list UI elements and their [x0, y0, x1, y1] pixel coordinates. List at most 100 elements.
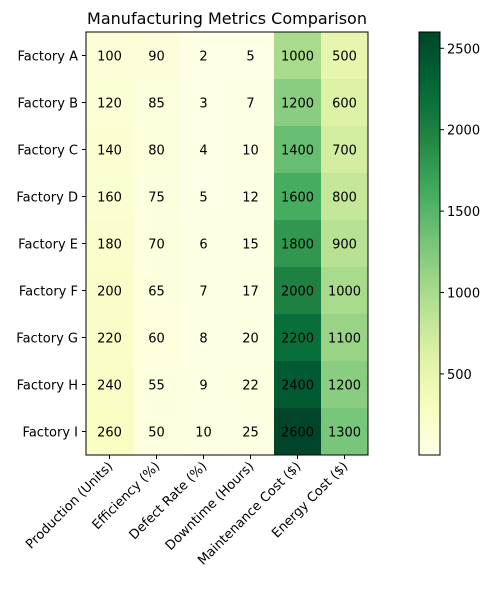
heatmap-cell: [227, 408, 275, 456]
heatmap-cell: [86, 408, 134, 456]
cell-value-label: 17: [242, 285, 259, 300]
heatmap-cell: [133, 173, 181, 221]
cell-value-label: 22: [242, 379, 259, 394]
heatmap-cell: [321, 220, 369, 268]
y-tick-label: Factory F: [19, 285, 78, 300]
colorbar-frame: [418, 31, 441, 456]
cell-value-label: 600: [332, 97, 357, 112]
heatmap-cell: [86, 361, 134, 409]
heatmap-cell: [180, 32, 228, 80]
heatmap-cell: [133, 220, 181, 268]
y-tick-label: Factory C: [17, 144, 78, 159]
cell-value-label: 1300: [328, 426, 361, 441]
cell-value-label: 4: [199, 144, 207, 159]
heatmap-cell: [86, 126, 134, 174]
heatmap-cell: [180, 267, 228, 315]
cell-value-label: 85: [148, 97, 165, 112]
heatmap-cell: [180, 314, 228, 362]
heatmap-cell: [180, 220, 228, 268]
heatmap-cell: [133, 408, 181, 456]
y-tick-label: Factory A: [17, 50, 78, 65]
colorbar-axis: 500 1000 1500 2000 2500: [440, 42, 480, 383]
heatmap-cell: [274, 361, 322, 409]
heatmap-cell: [86, 32, 134, 80]
heatmap-cell: [321, 267, 369, 315]
heatmap-cell: [274, 314, 322, 362]
x-axis: Production (Units)Efficiency (%)Defect R…: [23, 455, 351, 568]
heatmap-cell: [133, 126, 181, 174]
cell-value-label: 1200: [328, 379, 361, 394]
cell-value-label: 15: [242, 238, 259, 253]
cell-value-label: 3: [199, 97, 207, 112]
cell-value-label: 70: [148, 238, 165, 253]
cell-value-label: 9: [199, 379, 207, 394]
heatmap-cell: [86, 173, 134, 221]
colorbar-tick-label: 500: [447, 368, 472, 383]
heatmap-cell: [227, 79, 275, 127]
cell-value-label: 120: [97, 97, 122, 112]
heatmap-cell: [180, 408, 228, 456]
y-tick-label: Factory H: [17, 379, 78, 394]
x-tick-label: Downtime (Hours): [163, 459, 257, 553]
heatmap-cell: [321, 32, 369, 80]
heatmap-cell: [180, 361, 228, 409]
cell-value-label: 5: [246, 50, 254, 65]
heatmap-cell: [227, 220, 275, 268]
colorbar-tick-label: 2500: [447, 42, 480, 57]
cell-value-label: 900: [332, 238, 357, 253]
cell-value-label: 2000: [281, 285, 314, 300]
heatmap-cell: [274, 408, 322, 456]
y-axis: Factory A Factory B Factory C Factory D Fact…: [16, 50, 86, 441]
cell-value-label: 500: [332, 50, 357, 65]
heatmap-cell: [321, 173, 369, 221]
heatmap-cell: [274, 79, 322, 127]
cell-value-label: 2200: [281, 332, 314, 347]
heatmap-cell: [133, 361, 181, 409]
cell-value-label: 100: [97, 50, 122, 65]
heatmap-cell: [227, 361, 275, 409]
cell-value-label: 7: [199, 285, 207, 300]
heatmap-cell: [274, 220, 322, 268]
cell-value-label: 25: [242, 426, 259, 441]
heatmap-cell: [133, 267, 181, 315]
heatmap-cell: [227, 32, 275, 80]
cell-value-label: 5: [199, 191, 207, 206]
cell-value-label: 2600: [281, 426, 314, 441]
heatmap-cell: [274, 32, 322, 80]
cell-value-label: 55: [148, 379, 165, 394]
cell-value-label: 180: [97, 238, 122, 253]
heatmap-cell: [321, 361, 369, 409]
cell-value-label: 800: [332, 191, 357, 206]
cell-value-label: 10: [195, 426, 212, 441]
heatmap-cell: [321, 408, 369, 456]
cell-value-label: 2400: [281, 379, 314, 394]
heatmap-cell: [321, 126, 369, 174]
heatmap-cell: [321, 314, 369, 362]
colorbar-tick-label: 1500: [447, 205, 480, 220]
cell-value-label: 10: [242, 144, 259, 159]
cell-value-label: 1600: [281, 191, 314, 206]
cell-value-label: 140: [97, 144, 122, 159]
cell-value-label: 220: [97, 332, 122, 347]
x-tick-label: Production (Units): [23, 459, 116, 552]
heatmap-cell: [227, 314, 275, 362]
y-tick-label: Factory E: [18, 238, 78, 253]
y-tick-label: Factory B: [17, 97, 78, 112]
cell-value-label: 80: [148, 144, 165, 159]
heatmap-cell: [274, 267, 322, 315]
y-tick-label: Factory G: [16, 332, 78, 347]
cell-value-label: 1800: [281, 238, 314, 253]
cell-value-label: 50: [148, 426, 165, 441]
heatmap-cell: [133, 314, 181, 362]
heatmap-cell: [133, 32, 181, 80]
heatmap-cell: [86, 314, 134, 362]
heatmap-cell: [86, 79, 134, 127]
heatmap-cell: [227, 126, 275, 174]
cell-value-label: 60: [148, 332, 165, 347]
y-tick-label: Factory D: [16, 191, 78, 206]
cell-value-label: 240: [97, 379, 122, 394]
cell-value-label: 2: [199, 50, 207, 65]
cell-value-label: 7: [246, 97, 254, 112]
